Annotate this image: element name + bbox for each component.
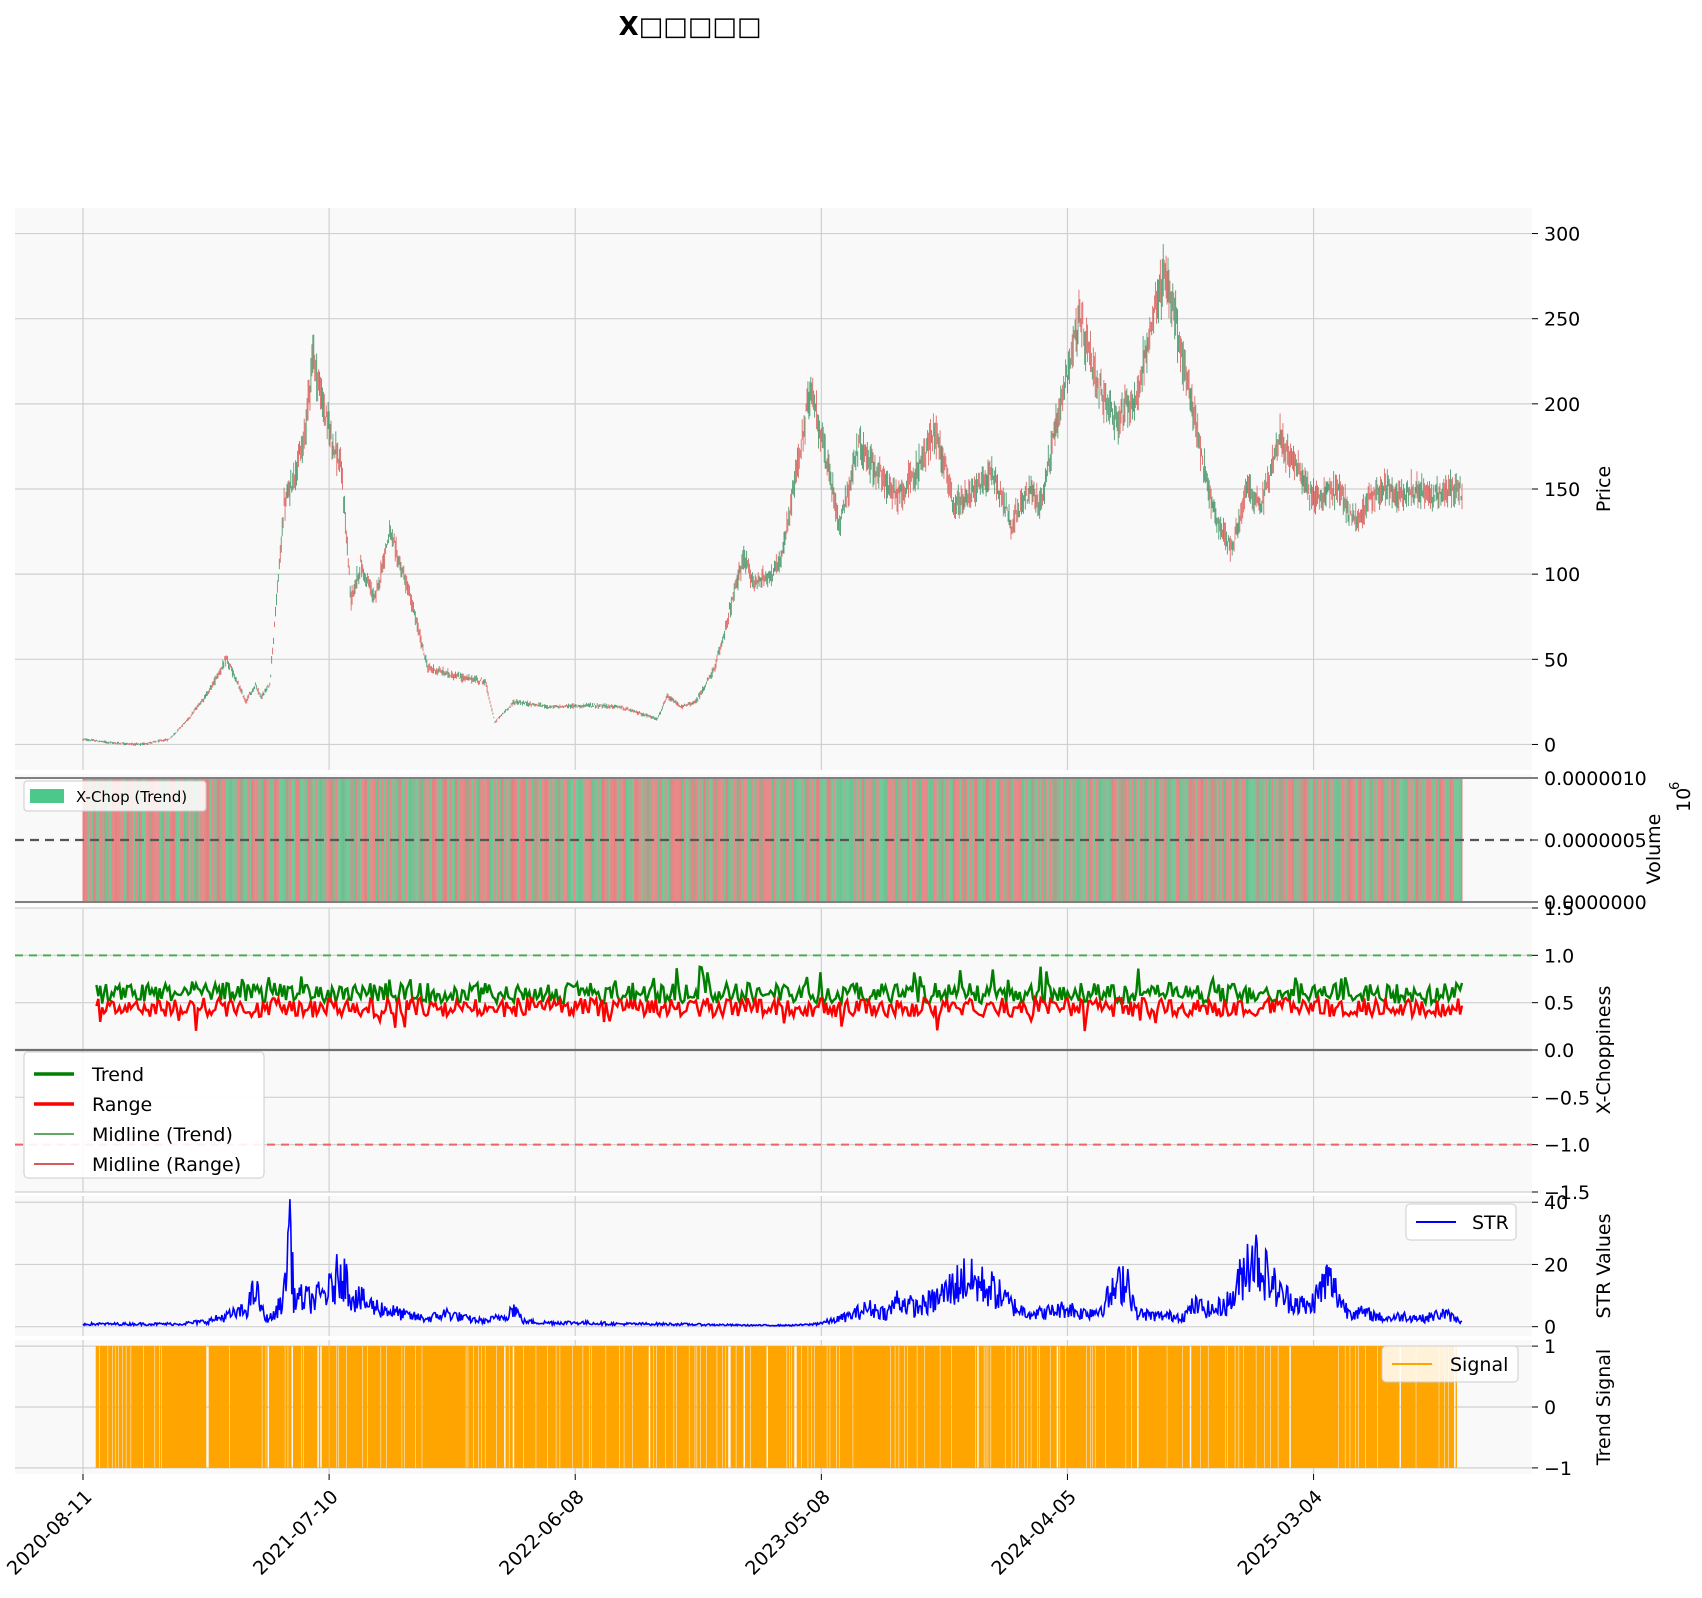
y-tick-label: 0 [1544, 734, 1556, 756]
y-tick-label: 0 [1544, 1397, 1556, 1419]
signal-bars [95, 1346, 1457, 1468]
legend-box [1405, 1203, 1517, 1241]
y-tick-label: 50 [1544, 649, 1568, 671]
y-tick-label: 20 [1544, 1254, 1568, 1276]
y-tick-label: 0.0000010 [1544, 768, 1647, 790]
x-tick-label: 2023-05-08 [741, 1486, 835, 1580]
x-tick-label: 2020-08-11 [3, 1486, 97, 1580]
series-line-str [82, 1199, 1463, 1328]
y-tick-label: 0.0 [1544, 1040, 1574, 1062]
legend-box [23, 1051, 265, 1179]
legend-box [23, 780, 207, 812]
legend-label: STR [1472, 1212, 1509, 1234]
panel-background [15, 1196, 1532, 1336]
offset-label: 10 [1673, 788, 1695, 812]
x-tick-label: 2025-03-04 [1233, 1486, 1327, 1580]
legend-label: Midline (Trend) [92, 1124, 233, 1146]
y-tick-label: 100 [1544, 564, 1580, 586]
y-tick-label: −1.5 [1544, 1182, 1590, 1204]
y-axis-label: Volume [1643, 814, 1665, 885]
series-line-range [95, 993, 1464, 1032]
y-axis-label: Price [1593, 466, 1615, 512]
y-tick-label: 0 [1544, 1317, 1556, 1339]
y-tick-label: 1 [1544, 1336, 1556, 1358]
x-tick-label: 2022-06-08 [495, 1486, 589, 1580]
y-tick-label: 1.0 [1544, 945, 1574, 967]
y-axis-label: Trend Signal [1593, 1349, 1615, 1466]
legend-label: Midline (Range) [92, 1154, 241, 1176]
y-tick-label: 250 [1544, 309, 1580, 331]
y-tick-label: 0.5 [1544, 993, 1574, 1015]
y-axis-label: X-Choppiness [1593, 986, 1615, 1115]
y-tick-label: −1.0 [1544, 1135, 1590, 1157]
legend-label: Trend [91, 1064, 144, 1086]
y-tick-label: 300 [1544, 224, 1580, 246]
x-tick-label: 2024-04-05 [987, 1486, 1081, 1580]
series-line-trend [95, 965, 1464, 1008]
y-tick-label: 1.5 [1544, 898, 1574, 920]
legend-label: X-Chop (Trend) [76, 788, 187, 806]
y-tick-label: 40 [1544, 1192, 1568, 1214]
chart-title: X□□□□□ [618, 12, 762, 42]
x-tick-label: 2021-07-10 [249, 1486, 343, 1580]
legend-box [1381, 1345, 1519, 1383]
legend-swatch-trend [30, 789, 64, 803]
y-tick-label: 0.0000000 [1544, 892, 1647, 914]
y-tick-label: −0.5 [1544, 1087, 1590, 1109]
offset-label-exponent: 6 [1668, 782, 1683, 790]
y-tick-label: 0.0000005 [1544, 830, 1647, 852]
y-tick-label: −1 [1544, 1458, 1572, 1480]
y-axis-label: STR Values [1593, 1214, 1615, 1319]
y-tick-label: 200 [1544, 394, 1580, 416]
price-candles [82, 244, 1463, 746]
legend-label: Signal [1450, 1354, 1508, 1376]
legend-label: Range [92, 1094, 152, 1116]
y-tick-label: 150 [1544, 479, 1580, 501]
